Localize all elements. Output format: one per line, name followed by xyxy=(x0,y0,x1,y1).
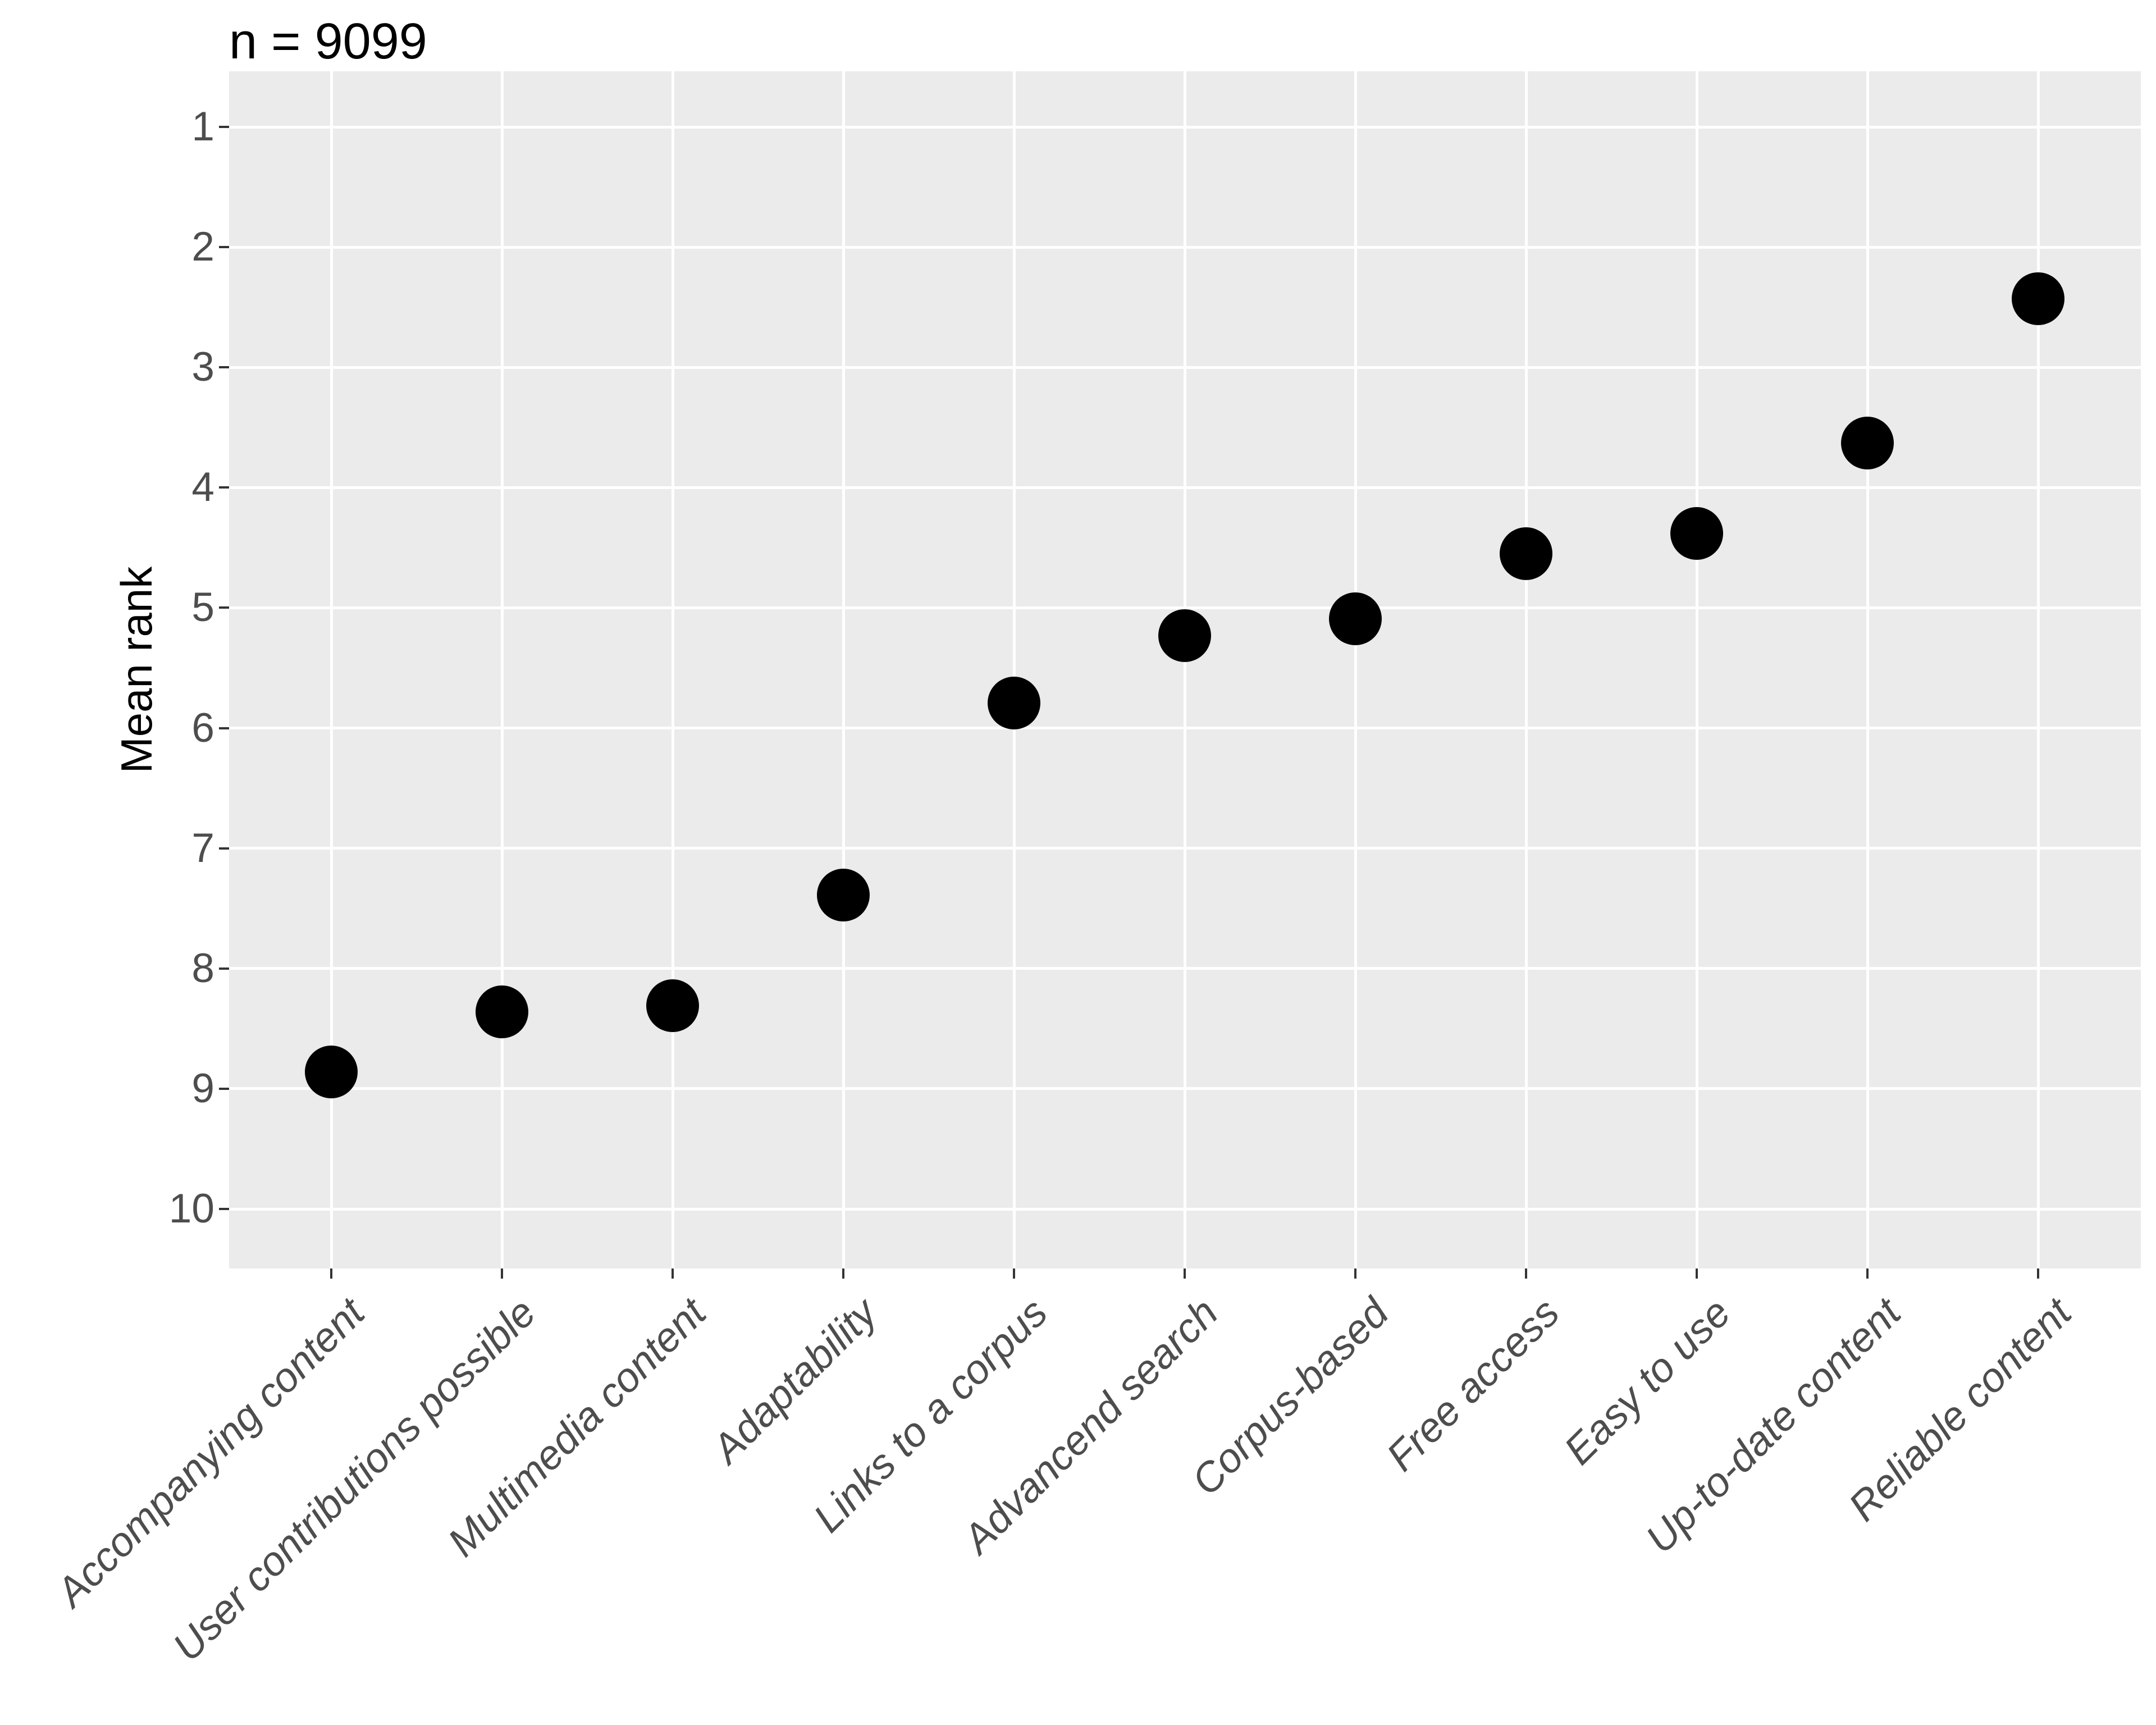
major-gridline-vertical xyxy=(671,71,674,1268)
x-tick-label: Easy to use xyxy=(1555,1289,1739,1473)
major-gridline-horizontal xyxy=(229,366,2141,369)
y-tick-label: 3 xyxy=(191,344,214,390)
major-gridline-vertical xyxy=(1695,71,1698,1268)
y-axis-tick xyxy=(219,1208,229,1210)
data-point xyxy=(646,979,699,1033)
x-tick-label: Accompanying content xyxy=(48,1289,374,1616)
data-point xyxy=(476,985,528,1038)
major-gridline-horizontal xyxy=(229,486,2141,489)
major-gridline-horizontal xyxy=(229,125,2141,129)
y-tick-label: 6 xyxy=(191,705,214,751)
x-tick-label: User contributions possible xyxy=(164,1289,545,1670)
y-axis-tick xyxy=(219,246,229,249)
x-axis-tick xyxy=(1013,1268,1015,1279)
data-point xyxy=(817,869,870,922)
major-gridline-horizontal xyxy=(229,245,2141,249)
y-tick-label: 10 xyxy=(168,1186,214,1231)
y-axis-tick xyxy=(219,366,229,369)
major-gridline-horizontal xyxy=(229,847,2141,850)
y-axis-tick xyxy=(219,967,229,970)
y-tick-label: 1 xyxy=(191,104,214,149)
chart-title: n = 9099 xyxy=(229,13,427,70)
major-gridline-horizontal xyxy=(229,967,2141,970)
major-gridline-vertical xyxy=(842,71,845,1268)
y-axis-tick xyxy=(219,606,229,609)
major-gridline-vertical xyxy=(1866,71,1869,1268)
x-axis-tick xyxy=(1184,1268,1186,1279)
major-gridline-horizontal xyxy=(229,606,2141,609)
x-axis-tick xyxy=(501,1268,503,1279)
x-axis-tick xyxy=(2037,1268,2039,1279)
major-gridline-horizontal xyxy=(229,1207,2141,1211)
y-tick-label: 2 xyxy=(191,224,214,270)
y-tick-label: 7 xyxy=(191,825,214,871)
x-axis-tick xyxy=(1866,1268,1869,1279)
y-axis-tick xyxy=(219,727,229,729)
y-axis-tick xyxy=(219,1087,229,1090)
x-axis-tick xyxy=(330,1268,332,1279)
major-gridline-vertical xyxy=(2036,71,2040,1268)
y-axis-tick xyxy=(219,847,229,850)
y-axis-tick xyxy=(219,486,229,489)
major-gridline-vertical xyxy=(1012,71,1016,1268)
major-gridline-vertical xyxy=(1524,71,1528,1268)
data-point xyxy=(2012,272,2064,326)
y-tick-label: 4 xyxy=(191,464,214,510)
major-gridline-horizontal xyxy=(229,1087,2141,1090)
major-gridline-horizontal xyxy=(229,727,2141,730)
y-tick-label: 5 xyxy=(191,585,214,631)
x-axis-tick xyxy=(672,1268,674,1279)
major-gridline-vertical xyxy=(1354,71,1357,1268)
major-gridline-vertical xyxy=(500,71,504,1268)
y-tick-label: 9 xyxy=(191,1065,214,1111)
data-point xyxy=(1670,506,1723,560)
data-point xyxy=(1329,592,1382,645)
data-point xyxy=(1500,527,1552,581)
data-point xyxy=(1841,417,1894,470)
data-point xyxy=(1158,609,1211,662)
major-gridline-vertical xyxy=(330,71,333,1268)
x-axis-tick xyxy=(842,1268,844,1279)
y-axis-tick xyxy=(219,126,229,128)
major-gridline-vertical xyxy=(1183,71,1186,1268)
y-tick-label: 8 xyxy=(191,945,214,991)
x-axis-tick xyxy=(1354,1268,1356,1279)
data-point xyxy=(305,1045,358,1098)
data-point xyxy=(988,676,1040,729)
x-axis-tick xyxy=(1525,1268,1527,1279)
x-tick-label: Free access xyxy=(1378,1289,1569,1480)
x-tick-label: Adaptability xyxy=(704,1289,886,1472)
x-axis-tick xyxy=(1696,1268,1698,1279)
